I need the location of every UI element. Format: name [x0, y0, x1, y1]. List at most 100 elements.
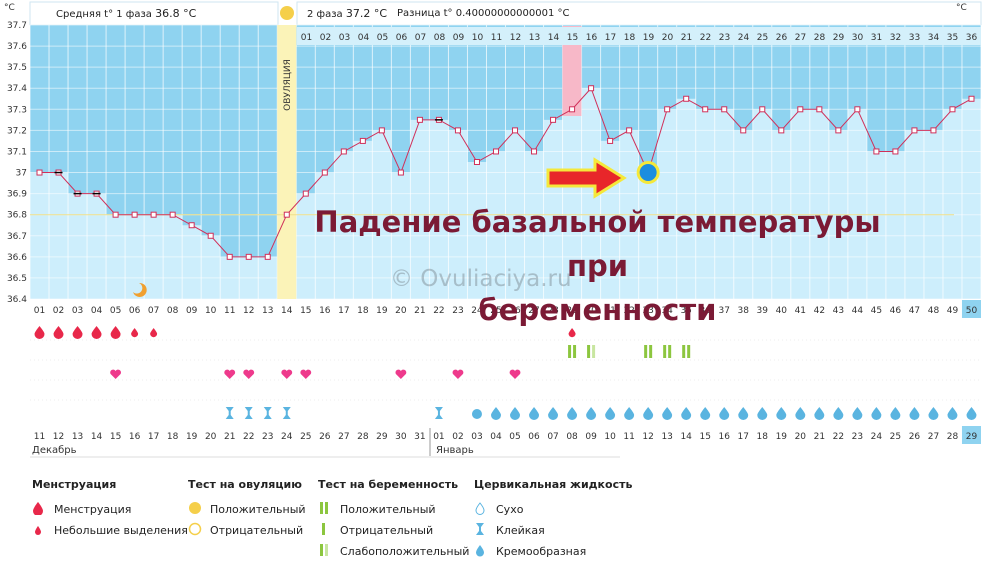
- creamy-icon: [757, 407, 768, 420]
- pregnancy-test-icon: [573, 345, 577, 358]
- calendar-day-label: 07: [547, 432, 558, 442]
- cycle-day-label: 13: [262, 306, 273, 316]
- top-day-label: 19: [643, 33, 655, 43]
- temperature-point: [778, 127, 785, 134]
- month-december: Декабрь: [32, 445, 77, 456]
- cycle-day-label: 10: [205, 306, 217, 316]
- temperature-point: [550, 116, 557, 123]
- menstruation-drop-icon: [91, 326, 102, 339]
- legend-item: Положительный: [188, 499, 306, 520]
- menstruation-drop-icon: [34, 326, 45, 339]
- calendar-day-label: 26: [319, 432, 331, 442]
- top-day-label: 05: [377, 33, 388, 43]
- drop-icon: [32, 501, 54, 518]
- creamy-icon: [776, 407, 787, 420]
- calendar-day-label: 30: [395, 432, 407, 442]
- temperature-point: [302, 190, 309, 197]
- top-day-label: 17: [605, 33, 616, 43]
- temperature-point: [892, 148, 899, 155]
- cycle-day-label: 04: [91, 306, 103, 316]
- calendar-day-label: 29: [376, 432, 388, 442]
- heart-icon: [300, 369, 312, 379]
- sticky-icon: [263, 407, 272, 419]
- ovulation-sun-icon: [280, 6, 294, 20]
- calendar-day-label: 10: [604, 432, 616, 442]
- temperature-point: [226, 253, 233, 260]
- temperature-point: [512, 127, 519, 134]
- small-drop-icon: [150, 328, 158, 338]
- cycle-day-label: 26: [509, 306, 521, 316]
- legend-title: Менструация: [32, 478, 117, 491]
- cycle-day-label: 09: [186, 306, 198, 316]
- legend-ovulation-test: Тест на овуляцию Положительный Отрицател…: [188, 478, 306, 541]
- legend-item: Кремообразная: [474, 541, 632, 562]
- cycle-day-label: 42: [814, 306, 825, 316]
- cycle-day-label: 35: [680, 306, 691, 316]
- cycle-day-label: 49: [947, 306, 959, 316]
- pregnancy-test-icon: [592, 345, 596, 358]
- calendar-day-label: 01: [433, 432, 444, 442]
- month-january: Январь: [436, 445, 474, 456]
- top-day-label: 11: [491, 33, 502, 43]
- y-tick-label: 37.6: [7, 42, 27, 52]
- top-day-label: 24: [738, 33, 750, 43]
- creamy-icon: [852, 407, 863, 420]
- top-day-strip: [297, 27, 981, 45]
- ovulation-label: ОВУЛЯЦИЯ: [283, 59, 293, 111]
- cycle-day-label: 27: [528, 306, 539, 316]
- calendar-day-label: 27: [338, 432, 349, 442]
- calendar-day-label: 21: [814, 432, 825, 442]
- calendar-day-label: 29: [966, 432, 978, 442]
- top-day-label: 08: [434, 33, 446, 43]
- calendar-day-label: 28: [947, 432, 959, 442]
- pregnancy-test-icon: [687, 345, 691, 358]
- sticky-icon: [282, 407, 291, 419]
- temperature-point: [283, 211, 290, 218]
- calendar-day-label: 16: [129, 432, 141, 442]
- cycle-day-label: 36: [699, 306, 711, 316]
- pregnancy-test-icon: [568, 345, 572, 358]
- top-day-label: 20: [662, 33, 674, 43]
- temperature-point: [949, 106, 956, 113]
- creamy-icon: [795, 407, 806, 420]
- calendar-day-label: 21: [224, 432, 235, 442]
- calendar-day-label: 23: [262, 432, 273, 442]
- menstruation-drop-icon: [53, 326, 64, 339]
- temperature-point: [588, 85, 595, 92]
- top-day-label: 04: [358, 33, 370, 43]
- temperature-point: [378, 127, 385, 134]
- temperature-point: [131, 211, 138, 218]
- temperature-point: [112, 211, 119, 218]
- heart-icon: [452, 369, 464, 379]
- cycle-day-label: 37: [719, 306, 730, 316]
- calendar-day-label: 20: [795, 432, 807, 442]
- small-drop-icon: [568, 328, 576, 338]
- highlight-column: [562, 26, 582, 116]
- creamy-icon: [548, 407, 559, 420]
- marker-circle: [636, 161, 660, 185]
- y-tick-label: 36.9: [7, 190, 27, 200]
- temperature-point: [569, 106, 576, 113]
- y-tick-label: 36.4: [7, 295, 27, 305]
- watermark: © Ovuliaciya.ru: [390, 266, 572, 292]
- creamy-icon: [529, 407, 540, 420]
- cycle-day-label: 43: [833, 306, 844, 316]
- top-day-label: 36: [966, 33, 978, 43]
- calendar-day-label: 18: [167, 432, 179, 442]
- creamy-icon: [814, 407, 825, 420]
- overlay-title-line-1: Падение базальной температуры при: [314, 205, 881, 283]
- cycle-day-label: 34: [661, 306, 673, 316]
- legend-item: Слабоположительный: [318, 541, 469, 562]
- circle-filled-icon: [188, 501, 210, 518]
- cycle-day-label: 47: [909, 306, 920, 316]
- top-day-label: 09: [453, 33, 465, 43]
- top-day-label: 30: [852, 33, 864, 43]
- top-day-label: 28: [814, 33, 826, 43]
- y-tick-label: 37.2: [7, 126, 27, 136]
- temperature-point: [911, 127, 918, 134]
- ovulation-column: [277, 25, 297, 299]
- calendar-day-label: 16: [719, 432, 731, 442]
- top-day-label: 01: [301, 33, 312, 43]
- creamy-icon: [681, 407, 692, 420]
